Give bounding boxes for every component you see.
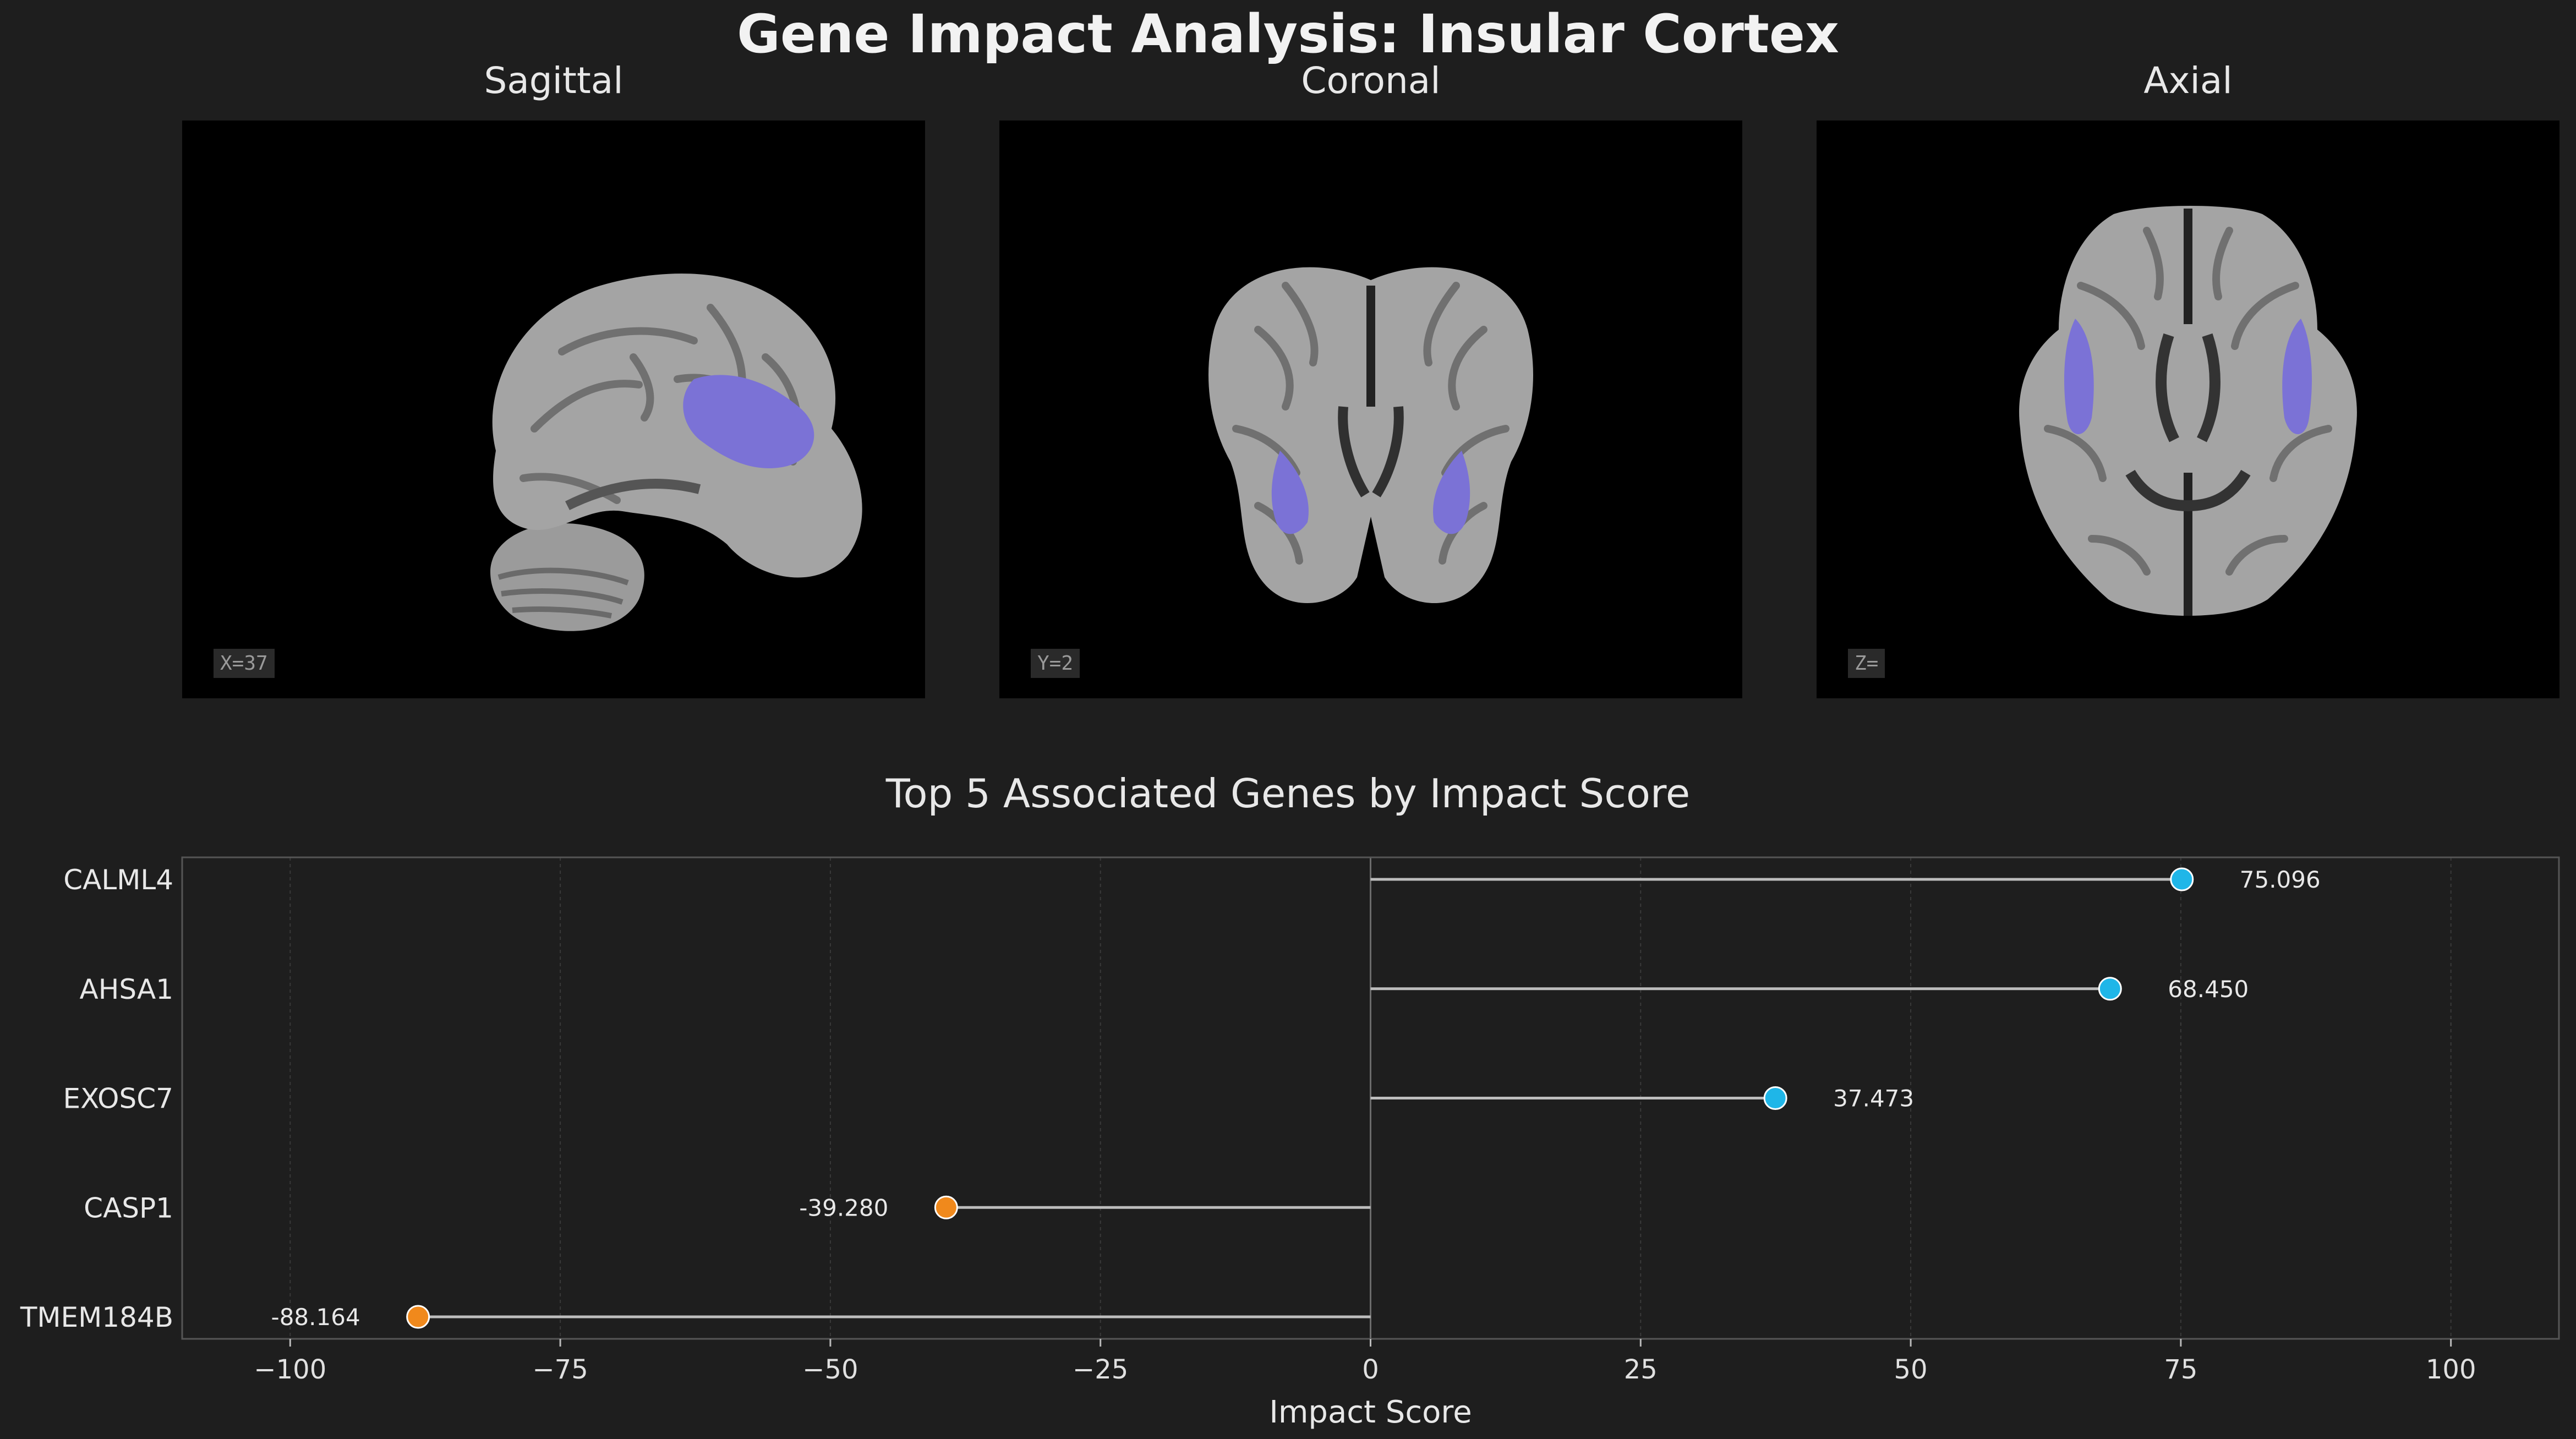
x-tick-label: −50 [802,1354,858,1385]
value-label-ahsa1: 68.450 [2168,976,2249,1003]
points [406,867,2194,1329]
sagittal-view[interactable]: X=37 [182,121,925,698]
x-ticks: −100 −75 −50 −25 0 25 50 75 100 [254,1339,2476,1385]
chart-title: Top 5 Associated Genes by Impact Score [885,770,1691,817]
labels: 75.096 CALML4 68.450 AHSA1 37.473 EXOSC7 -39.2… [20,864,2321,1333]
category-label-calml4: CALML4 [63,864,173,896]
value-label-casp1: -39.280 [799,1194,888,1221]
page-title: Gene Impact Analysis: Insular Cortex [737,3,1839,65]
value-label-tmem184b: -88.164 [271,1304,360,1331]
category-label-tmem184b: TMEM184B [20,1301,173,1333]
axial-view[interactable]: Z= [1817,121,2559,698]
x-tick-label: −75 [532,1354,588,1385]
x-tick-label: 100 [2426,1354,2476,1385]
x-tick-label: 75 [2164,1354,2197,1385]
point-ahsa1 [2098,977,2122,1001]
axial-brain-image [2019,206,2357,616]
sagittal-coordinate: X=37 [214,649,275,678]
point-tmem184b [406,1305,430,1329]
x-tick-label: 25 [1624,1354,1658,1385]
axial-coordinate: Z= [1848,649,1885,678]
point-calml4 [2170,867,2194,891]
x-tick-label: −25 [1073,1354,1128,1385]
x-tick-label: 50 [1894,1354,1928,1385]
axial-title: Axial [2143,59,2233,102]
stems [418,878,2182,1318]
coronal-title: Coronal [1301,59,1441,102]
sagittal-title: Sagittal [484,59,624,102]
grid-layer [289,857,2452,1339]
x-tick-label: 0 [1362,1354,1379,1385]
x-tick-label: −100 [254,1354,326,1385]
sagittal-brain-image [490,242,862,631]
x-axis-label: Impact Score [1269,1394,1472,1430]
category-label-exosc7: EXOSC7 [63,1083,173,1115]
coronal-brain-image [1208,267,1533,604]
point-casp1 [934,1195,958,1219]
category-label-casp1: CASP1 [84,1192,173,1224]
point-exosc7 [1763,1086,1787,1110]
coronal-view[interactable]: Y=2 [999,121,1742,698]
value-label-exosc7: 37.473 [1833,1085,1914,1112]
lollipop-chart: −100 −75 −50 −25 0 25 50 75 100 75.096 CALML4 68.4… [20,856,2560,1430]
coronal-coordinate: Y=2 [1031,649,1080,678]
value-label-calml4: 75.096 [2240,866,2321,893]
category-label-ahsa1: AHSA1 [80,973,173,1005]
